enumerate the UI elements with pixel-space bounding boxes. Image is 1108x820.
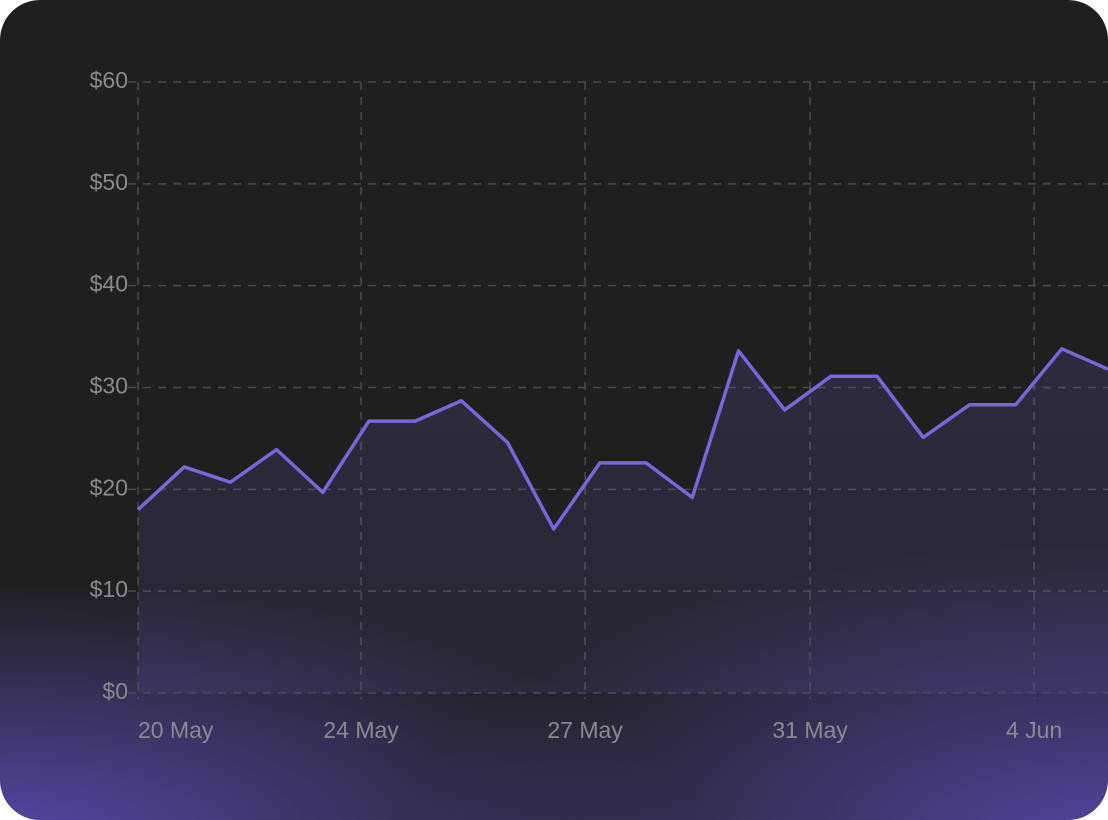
y-tick-label: $60 xyxy=(90,67,128,93)
x-tick-label: 4 Jun xyxy=(1006,717,1062,743)
x-tick-label: 31 May xyxy=(772,717,848,743)
line xyxy=(136,347,1108,531)
y-tick-label: $40 xyxy=(90,271,128,297)
y-tick-label: $50 xyxy=(90,169,128,195)
x-tick-label: 27 May xyxy=(547,717,623,743)
y-tick-label: $10 xyxy=(90,576,128,602)
y-tick-label: $0 xyxy=(102,678,128,704)
x-tick-label: 24 May xyxy=(323,717,399,743)
area xyxy=(138,348,1108,693)
x-tick-label: 20 May xyxy=(138,717,214,743)
y-tick-label: $20 xyxy=(90,474,128,500)
y-tick-label: $30 xyxy=(90,373,128,399)
